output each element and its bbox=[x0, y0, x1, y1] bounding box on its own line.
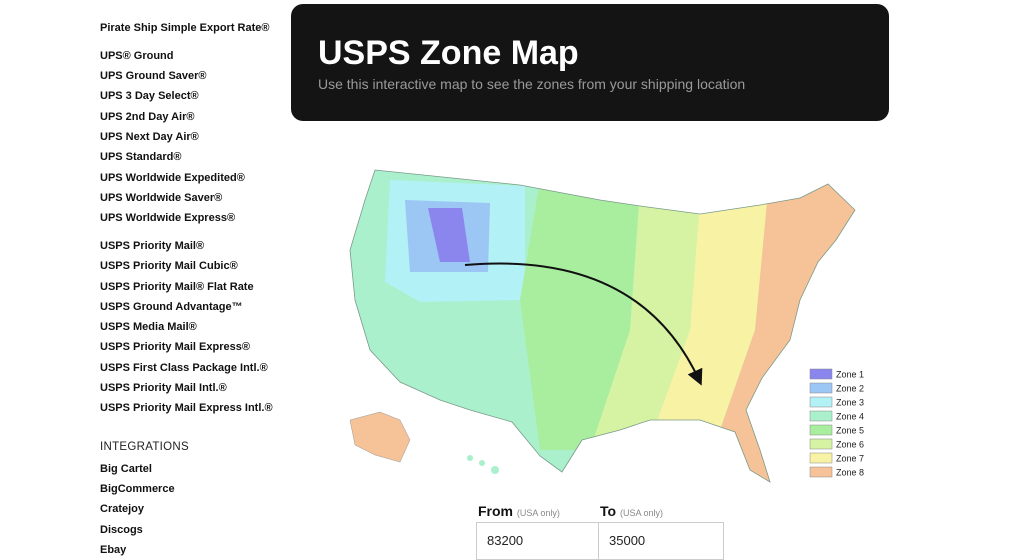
from-label: From (USA only) bbox=[478, 503, 560, 519]
legend: Zone 1 Zone 2 Zone 3 Zone 4 Zone 5 Zone 6 Zone… bbox=[809, 368, 864, 478]
nav-link[interactable]: Discogs bbox=[100, 523, 143, 536]
legend-label: Zone 1 bbox=[836, 370, 864, 380]
to-label: To (USA only) bbox=[600, 503, 663, 519]
sidebar: Pirate Ship Simple Export Rate® UPS® Grou… bbox=[100, 18, 280, 560]
title: USPS Zone Map bbox=[318, 34, 579, 72]
alaska bbox=[349, 411, 411, 463]
subtitle: Use this interactive map to see the zone… bbox=[318, 76, 746, 92]
hawaii bbox=[467, 455, 499, 474]
nav-link[interactable]: Big Cartel bbox=[100, 462, 152, 475]
from-note: (USA only) bbox=[516, 508, 560, 518]
nav-link[interactable]: UPS Worldwide Express® bbox=[100, 212, 236, 225]
legend-swatch bbox=[809, 438, 833, 450]
legend-label: Zone 3 bbox=[836, 398, 864, 408]
nav-link[interactable]: UPS Next Day Air® bbox=[100, 130, 199, 143]
legend-label: Zone 5 bbox=[836, 426, 864, 436]
legend-swatch bbox=[809, 452, 833, 464]
nav-link[interactable]: UPS Worldwide Expedited® bbox=[100, 171, 245, 184]
legend-label: Zone 4 bbox=[836, 412, 864, 422]
to-text: To bbox=[600, 503, 617, 519]
legend-swatch bbox=[809, 466, 833, 478]
nav-link[interactable]: UPS Worldwide Saver® bbox=[100, 191, 223, 204]
nav-link[interactable]: UPS Standard® bbox=[100, 151, 182, 164]
nav-link[interactable]: USPS Priority Mail Intl.® bbox=[100, 382, 227, 395]
nav-link[interactable]: USPS Ground Advantage™ bbox=[100, 300, 243, 313]
nav-link[interactable]: USPS Priority Mail Express® bbox=[100, 341, 250, 354]
nav-link[interactable]: USPS Priority Mail Express Intl.® bbox=[100, 402, 273, 415]
to-input[interactable]: 35000 bbox=[598, 522, 724, 560]
legend-swatch bbox=[809, 424, 833, 436]
nav-link[interactable]: USPS Priority Mail® Flat Rate bbox=[100, 280, 254, 293]
nav-link[interactable]: USPS Priority Mail Cubic® bbox=[100, 260, 238, 273]
legend-swatch bbox=[809, 368, 833, 380]
legend-label: Zone 6 bbox=[836, 440, 864, 450]
nav-link[interactable]: UPS® Ground bbox=[100, 49, 174, 62]
nav-link[interactable]: USPS Priority Mail® bbox=[100, 239, 205, 252]
from-input[interactable]: 83200 bbox=[476, 522, 599, 560]
legend-label: Zone 8 bbox=[836, 468, 864, 478]
nav-link[interactable]: USPS Media Mail® bbox=[100, 321, 197, 334]
legend-swatch bbox=[809, 410, 833, 422]
map-regions bbox=[350, 170, 855, 482]
header: USPS Zone Map Use this interactive map t… bbox=[291, 4, 889, 121]
map-outline bbox=[349, 169, 856, 483]
nav-link[interactable]: BigCommerce bbox=[100, 482, 175, 495]
section-heading: INTEGRATIONS bbox=[100, 440, 190, 453]
from-text: From bbox=[478, 503, 513, 519]
legend-label: Zone 2 bbox=[836, 384, 864, 394]
nav-link[interactable]: Cratejoy bbox=[100, 503, 145, 516]
legend-swatch bbox=[809, 396, 833, 408]
to-note: (USA only) bbox=[619, 508, 663, 518]
nav-link[interactable]: Pirate Ship Simple Export Rate® bbox=[100, 22, 270, 34]
nav-link[interactable]: UPS 2nd Day Air® bbox=[100, 110, 195, 123]
nav-link[interactable]: Ebay bbox=[100, 543, 127, 556]
legend-label: Zone 7 bbox=[836, 454, 864, 464]
nav-link[interactable]: UPS Ground Saver® bbox=[100, 70, 207, 83]
nav-link[interactable]: UPS 3 Day Select® bbox=[100, 90, 199, 103]
route-arrow bbox=[464, 262, 703, 386]
nav-link[interactable]: USPS First Class Package Intl.® bbox=[100, 361, 268, 374]
legend-swatch bbox=[809, 382, 833, 394]
